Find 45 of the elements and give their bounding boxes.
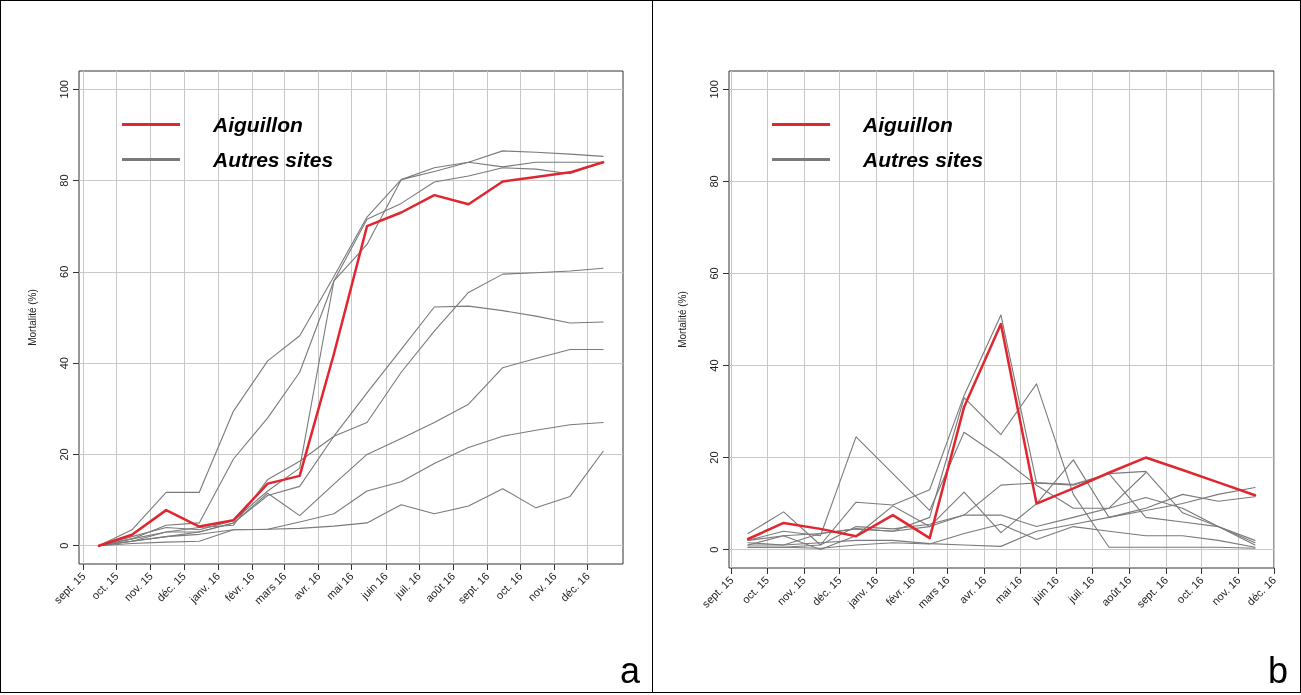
y-tick-label: 40 — [57, 357, 70, 370]
y-tick-label: 80 — [707, 175, 720, 188]
y-tick-label: 80 — [57, 174, 70, 187]
y-tick-label: 40 — [707, 359, 720, 372]
x-tick-label: nov. 15 — [121, 569, 155, 604]
legend-label: Aiguillon — [862, 113, 953, 136]
y-axis-title: Mortalité (%) — [26, 289, 38, 346]
x-tick-label: mai 16 — [323, 569, 356, 602]
x-tick-label: oct. 15 — [739, 573, 772, 606]
y-tick-label: 100 — [57, 80, 70, 99]
x-tick-label: sept. 15 — [51, 569, 88, 606]
x-tick-label: juil. 16 — [1064, 573, 1097, 606]
y-axis-title: Mortalité (%) — [676, 291, 688, 348]
x-tick-label: déc. 16 — [557, 569, 592, 604]
y-tick-label: 0 — [57, 542, 70, 549]
x-tick-label: oct. 16 — [1174, 573, 1206, 606]
legend-label: Autres sites — [212, 148, 334, 171]
x-tick-label: sept. 16 — [1134, 573, 1171, 610]
x-tick-label: juin 16 — [1028, 573, 1061, 606]
x-tick-label: avr. 16 — [956, 573, 989, 606]
y-tick-label: 0 — [707, 546, 720, 553]
x-tick-label: oct. 16 — [492, 569, 525, 602]
x-tick-label: nov. 15 — [774, 573, 809, 608]
x-tick-label: févr. 16 — [883, 573, 918, 608]
text: b — [1267, 649, 1289, 691]
x-tick-label: avr. 16 — [290, 569, 323, 602]
x-tick-label: juil. 16 — [391, 569, 424, 602]
y-tick-label: 100 — [707, 80, 720, 99]
x-tick-label: nov. 16 — [525, 569, 559, 604]
x-tick-label: sept. 16 — [455, 569, 492, 606]
x-tick-label: nov. 16 — [1209, 573, 1243, 608]
x-tick-label: sept. 15 — [699, 573, 736, 610]
x-tick-label: déc. 15 — [154, 569, 189, 604]
x-tick-label: déc. 15 — [809, 573, 844, 608]
y-tick-label: 20 — [57, 448, 70, 461]
y-tick-label: 60 — [57, 265, 70, 278]
legend-label: Autres sites — [862, 148, 984, 171]
y-tick-label: 20 — [707, 451, 720, 464]
text: a — [619, 649, 641, 691]
legend-label: Aiguillon — [212, 113, 303, 136]
x-tick-label: mai 16 — [992, 573, 1025, 606]
x-tick-label: déc. 16 — [1244, 573, 1279, 608]
x-tick-label: juin 16 — [357, 569, 390, 602]
x-tick-label: oct. 15 — [88, 569, 121, 602]
y-tick-label: 60 — [707, 267, 720, 280]
